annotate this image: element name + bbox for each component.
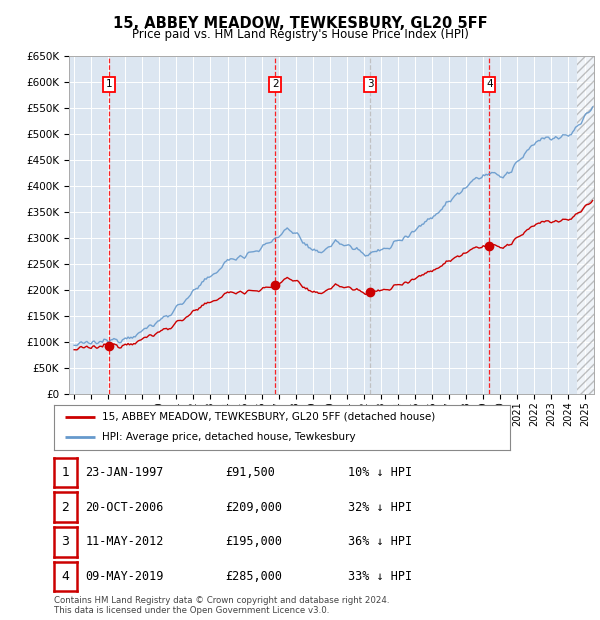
- Text: 15, ABBEY MEADOW, TEWKESBURY, GL20 5FF (detached house): 15, ABBEY MEADOW, TEWKESBURY, GL20 5FF (…: [102, 412, 435, 422]
- Text: 32% ↓ HPI: 32% ↓ HPI: [348, 501, 412, 513]
- Text: 1: 1: [61, 466, 70, 479]
- Text: 2: 2: [272, 79, 278, 89]
- Text: 3: 3: [61, 536, 70, 548]
- Text: 33% ↓ HPI: 33% ↓ HPI: [348, 570, 412, 583]
- Text: 10% ↓ HPI: 10% ↓ HPI: [348, 466, 412, 479]
- Text: 4: 4: [486, 79, 493, 89]
- Text: Price paid vs. HM Land Registry's House Price Index (HPI): Price paid vs. HM Land Registry's House …: [131, 28, 469, 41]
- Text: 09-MAY-2019: 09-MAY-2019: [85, 570, 164, 583]
- Text: 15, ABBEY MEADOW, TEWKESBURY, GL20 5FF: 15, ABBEY MEADOW, TEWKESBURY, GL20 5FF: [113, 16, 487, 31]
- Text: 11-MAY-2012: 11-MAY-2012: [85, 536, 164, 548]
- Text: HPI: Average price, detached house, Tewkesbury: HPI: Average price, detached house, Tewk…: [102, 432, 356, 443]
- Text: £195,000: £195,000: [225, 536, 282, 548]
- Text: 20-OCT-2006: 20-OCT-2006: [85, 501, 164, 513]
- Text: 2: 2: [61, 501, 70, 513]
- Text: £285,000: £285,000: [225, 570, 282, 583]
- Text: 23-JAN-1997: 23-JAN-1997: [85, 466, 164, 479]
- Text: Contains HM Land Registry data © Crown copyright and database right 2024.
This d: Contains HM Land Registry data © Crown c…: [54, 596, 389, 615]
- Text: 1: 1: [106, 79, 113, 89]
- Polygon shape: [577, 56, 594, 394]
- Text: 4: 4: [61, 570, 70, 583]
- Text: 36% ↓ HPI: 36% ↓ HPI: [348, 536, 412, 548]
- Text: £209,000: £209,000: [225, 501, 282, 513]
- Text: £91,500: £91,500: [225, 466, 275, 479]
- Text: 3: 3: [367, 79, 373, 89]
